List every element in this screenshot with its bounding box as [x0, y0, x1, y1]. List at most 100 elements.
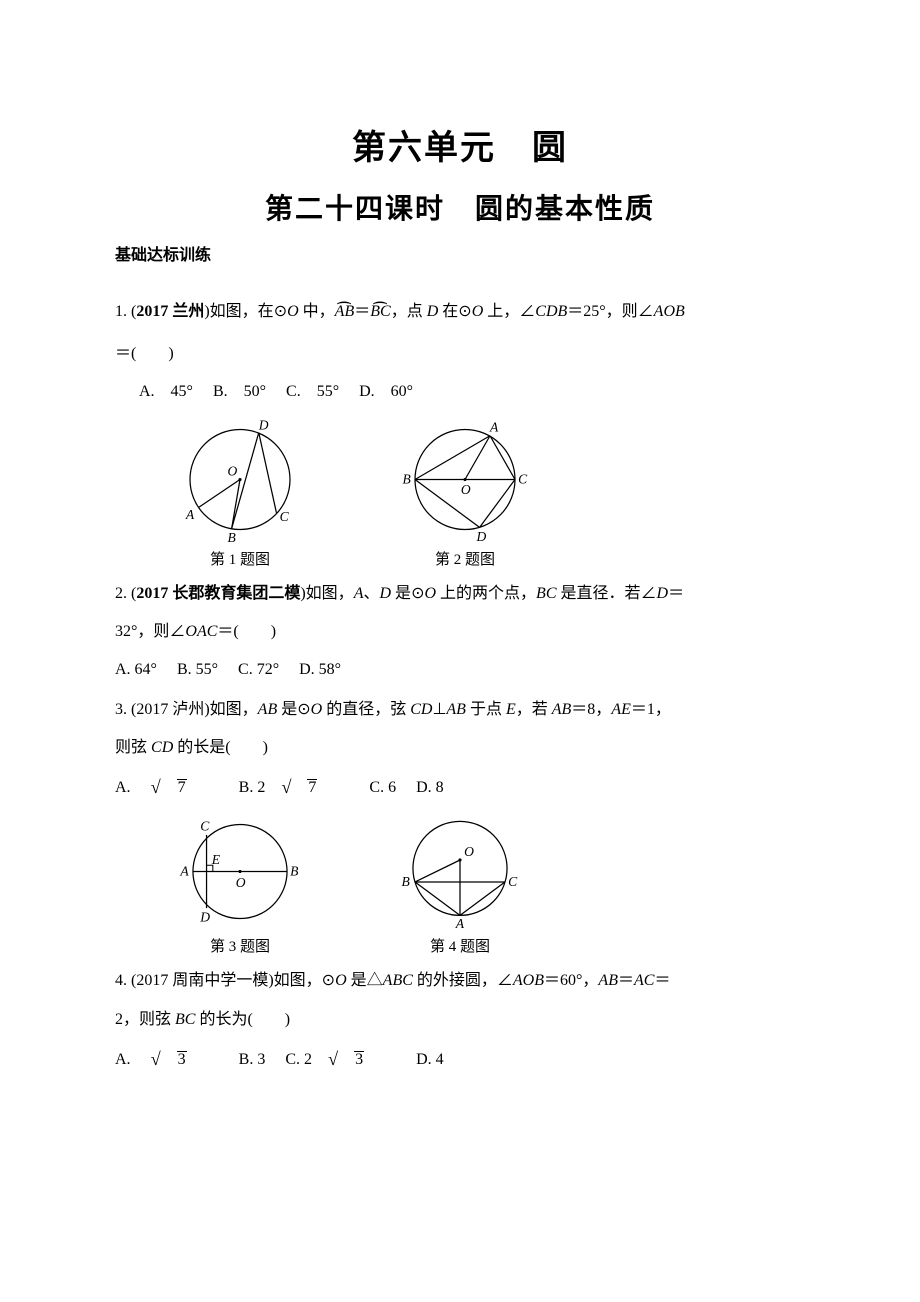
q2-tail: ＝( )	[217, 623, 276, 640]
q4-circle: O	[335, 972, 347, 989]
q1-num: 1.	[115, 303, 131, 320]
q3-tail: 的长是( )	[173, 739, 268, 756]
q2-eq: ＝	[668, 585, 684, 602]
svg-text:A: A	[179, 864, 189, 879]
svg-text:C: C	[508, 875, 518, 890]
q3-text-e: ＝8，	[571, 701, 611, 718]
q1-src: 2017 兰州	[136, 303, 204, 320]
q4-ab: AB	[598, 972, 618, 989]
circle-icon	[274, 303, 287, 320]
svg-text:D: D	[475, 529, 486, 542]
arc-ab: AB	[335, 291, 355, 333]
q3-src: (2017 泸州)如图，	[131, 701, 258, 718]
svg-text:O: O	[228, 463, 238, 478]
q4-line2: 2，则弦	[115, 1011, 175, 1028]
q4-tri: ABC	[383, 972, 413, 989]
section-heading: 基础达标训练	[115, 241, 805, 265]
svg-text:A: A	[489, 420, 499, 435]
q1-eq: ＝	[354, 303, 370, 320]
svg-text:C: C	[200, 819, 210, 834]
arc-bc: BC	[370, 291, 390, 333]
q2-ptD: D	[379, 585, 391, 602]
svg-text:B: B	[403, 472, 411, 487]
q1-circle2: O	[472, 303, 484, 320]
q3-opt-a: A. √7	[115, 779, 219, 796]
q4-opt-c: C. 2√3	[285, 1051, 396, 1068]
q3-opt-b: B. 2√7	[239, 779, 350, 796]
fig3-svg: O A B C D E	[175, 814, 305, 929]
circle-icon	[322, 972, 335, 989]
svg-text:O: O	[461, 482, 471, 497]
svg-text:A: A	[185, 507, 195, 522]
q1-ang2: AOB	[654, 303, 685, 320]
q3-options: A. √7 B. 2√7 C. 6 D. 8	[115, 771, 805, 804]
q1-ptD: D	[427, 303, 439, 320]
q3-num: 3.	[115, 701, 131, 718]
q3-cd2: CD	[151, 739, 173, 756]
q4-src: (2017 周南中学一模)如图，	[131, 972, 322, 989]
svg-text:B: B	[228, 530, 236, 542]
q3-text-f: ＝1，	[631, 701, 671, 718]
q1-circle: O	[287, 303, 299, 320]
fig1-caption: 第 1 题图	[175, 548, 305, 569]
q4-eq: ＝	[618, 972, 634, 989]
svg-text:B: B	[290, 864, 298, 879]
circle-icon	[411, 585, 424, 602]
circle-icon	[458, 303, 471, 320]
q1-tail: ＝( )	[115, 345, 174, 362]
q3-text-d: ，若	[516, 701, 552, 718]
q2-opt-a: A. 64°	[115, 661, 157, 678]
q2-bc: BC	[536, 585, 556, 602]
svg-text:B: B	[401, 875, 409, 890]
q1-opt-c: C. 55°	[286, 383, 339, 400]
q1-text-f: ＝25°，则∠	[567, 303, 653, 320]
q1-text-d: 在	[438, 303, 458, 320]
q2-options: A. 64° B. 55° C. 72° D. 58°	[115, 656, 805, 685]
page: 第六单元 圆 第二十四课时 圆的基本性质 基础达标训练 1. (2017 兰州)…	[0, 0, 920, 1302]
q2-text-d: 是直径．若∠	[557, 585, 657, 602]
q2-circle: O	[424, 585, 436, 602]
q2-val: 32°，则∠	[115, 623, 185, 640]
q2-opt-d: D. 58°	[299, 661, 341, 678]
problem-1: 1. (2017 兰州)如图，在O 中，AB＝BC，点 D 在O 上，∠CDB＝…	[115, 291, 805, 374]
q4-opt-d: D. 4	[416, 1051, 444, 1068]
fig3-caption: 第 3 题图	[175, 935, 305, 956]
q1-opt-b: B. 50°	[213, 383, 266, 400]
svg-text:D: D	[258, 417, 269, 432]
q3-text-b: 的直径，弦	[322, 701, 410, 718]
q2-angD: D	[657, 585, 669, 602]
triangle-icon	[367, 972, 383, 989]
unit-title: 第六单元 圆	[115, 120, 805, 169]
q1-opt-a: A. 45°	[139, 383, 193, 400]
fig2-caption: 第 2 题图	[395, 548, 535, 569]
q2-ptA: A	[354, 585, 364, 602]
q3-ptE: E	[506, 701, 516, 718]
figure-2: O A B C D 第 2 题图	[395, 417, 535, 569]
q3-ab: AB	[258, 701, 278, 718]
q3-ae: AE	[611, 701, 631, 718]
figure-row-2: O A B C D E 第 3 题图 O A B C	[175, 814, 805, 956]
q4-tail: 的长为( )	[195, 1011, 290, 1028]
lesson-title: 第二十四课时 圆的基本性质	[115, 187, 805, 227]
q3-ab2: AB	[552, 701, 572, 718]
q2-sep: 、	[363, 585, 379, 602]
svg-text:O: O	[464, 844, 474, 859]
fig2-svg: O A B C D	[395, 417, 535, 542]
q1-ang1: CDB	[535, 303, 567, 320]
perp-icon	[432, 701, 446, 718]
svg-text:O: O	[236, 876, 246, 891]
q2-text-b: 是	[391, 585, 411, 602]
svg-text:D: D	[199, 910, 210, 925]
fig1-svg: O A B C D	[175, 417, 305, 542]
fig4-svg: O A B C	[395, 814, 525, 929]
q3-text-a: 是	[277, 701, 297, 718]
circle-icon	[297, 701, 310, 718]
q4-opt-b: B. 3	[239, 1051, 266, 1068]
q3-line2: 则弦	[115, 739, 151, 756]
q2-ang2: OAC	[185, 623, 217, 640]
svg-text:A: A	[455, 916, 465, 929]
figure-1: O A B C D 第 1 题图	[175, 417, 305, 569]
problem-4: 4. (2017 周南中学一模)如图，O 是ABC 的外接圆，∠AOB＝60°，…	[115, 962, 805, 1039]
figure-3: O A B C D E 第 3 题图	[175, 814, 305, 956]
q2-opt-b: B. 55°	[177, 661, 218, 678]
